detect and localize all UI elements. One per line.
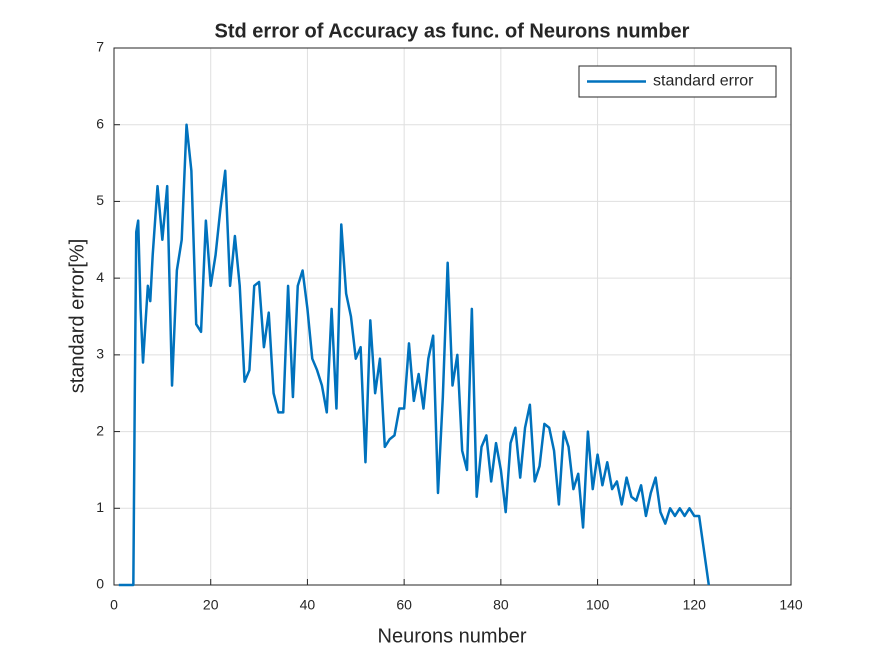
x-tick-label: 120 — [683, 597, 707, 613]
data-line — [118, 123, 711, 587]
y-axis-label: standard error[%] — [66, 239, 88, 394]
axes-box — [113, 47, 792, 586]
x-tick-label: 80 — [493, 597, 509, 613]
legend-label: standard error — [653, 73, 754, 90]
y-tick-label: 1 — [96, 499, 104, 515]
x-tick-label: 0 — [110, 597, 118, 613]
x-tick-label: 20 — [203, 597, 219, 613]
y-tick-label: 4 — [96, 269, 104, 285]
y-tick-label: 3 — [96, 346, 104, 362]
y-tick-label: 5 — [96, 192, 104, 208]
y-tick-label: 6 — [96, 115, 104, 131]
x-tick-label: 40 — [300, 597, 316, 613]
x-tick-label: 60 — [396, 597, 412, 613]
plot-area — [114, 48, 791, 585]
x-tick-label: 140 — [779, 597, 803, 613]
y-tick-label: 7 — [96, 39, 104, 55]
y-tick-label: 2 — [96, 422, 104, 438]
x-tick-label: 100 — [586, 597, 610, 613]
x-axis-label: Neurons number — [378, 625, 527, 647]
chart-title: Std error of Accuracy as func. of Neuron… — [215, 20, 690, 42]
y-tick-label: 0 — [96, 576, 104, 592]
